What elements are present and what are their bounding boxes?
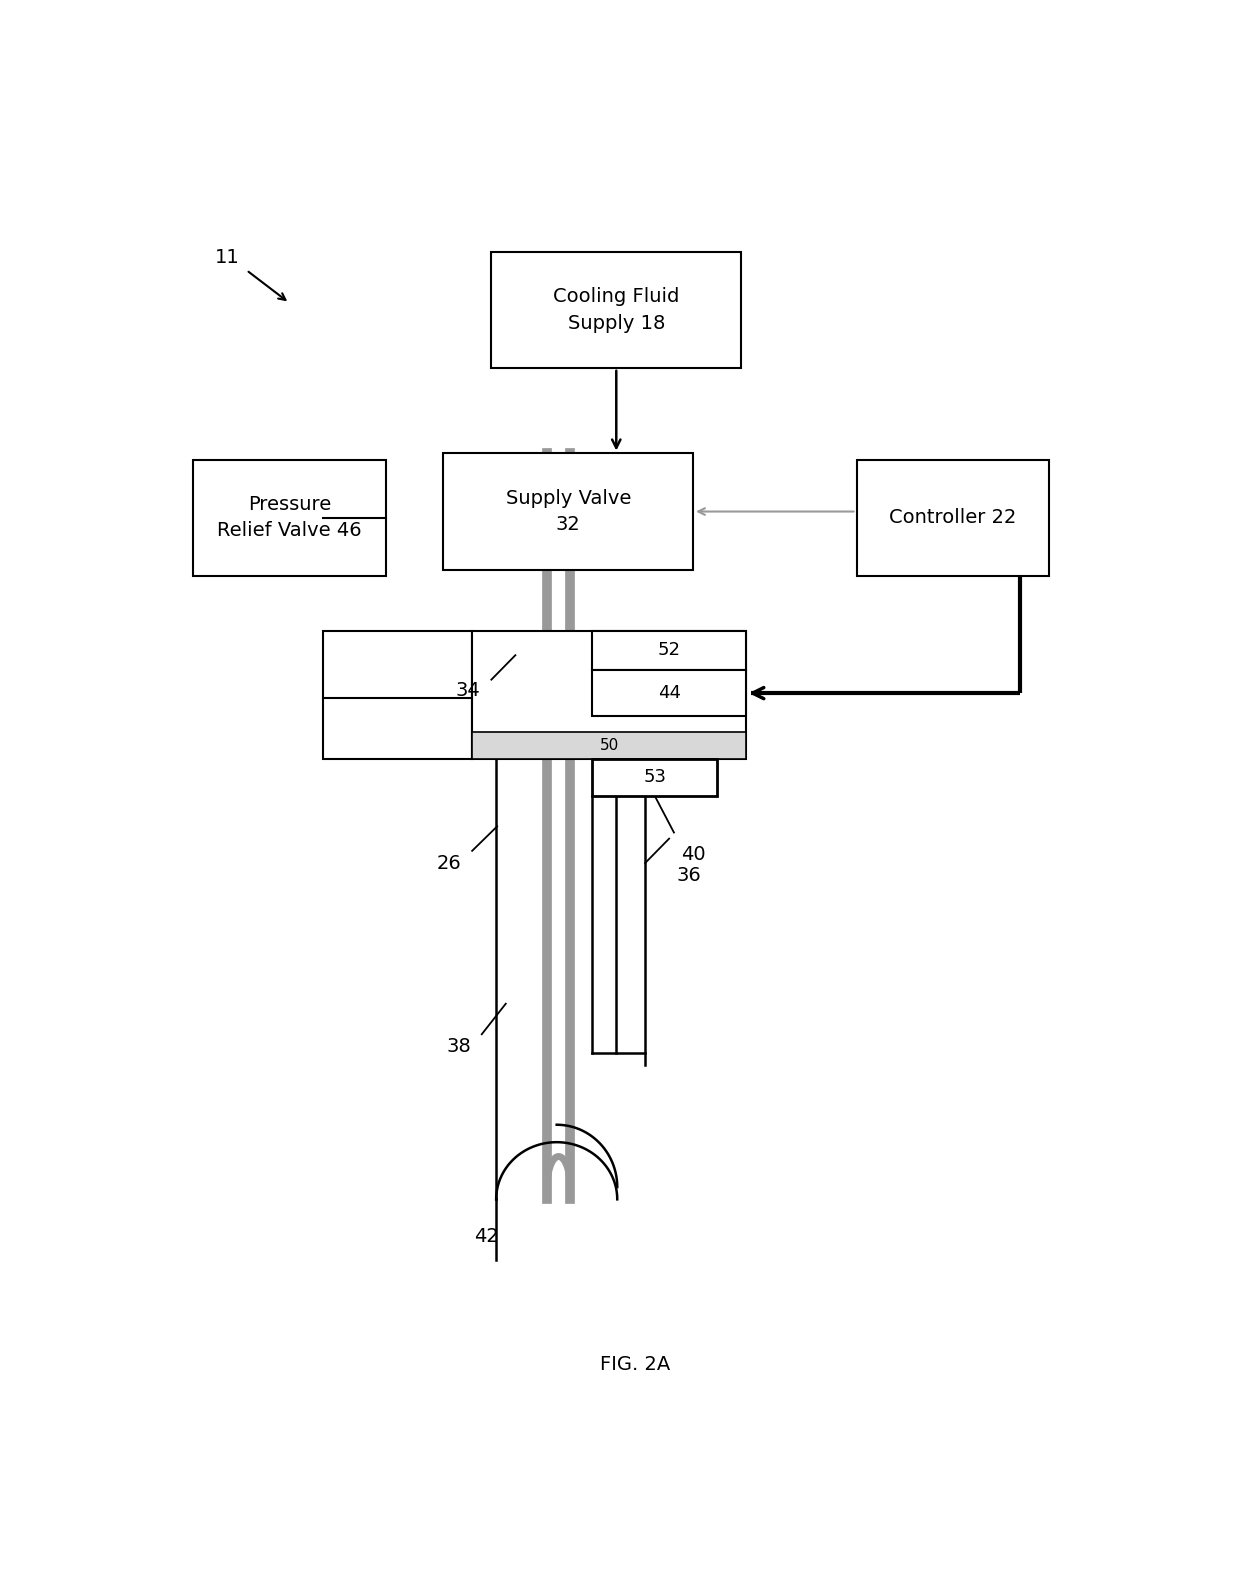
Text: 26: 26 <box>436 854 461 872</box>
Bar <box>472 732 746 759</box>
Text: 44: 44 <box>657 684 681 702</box>
Text: 34: 34 <box>456 681 481 700</box>
Bar <box>472 630 746 759</box>
Text: Supply Valve
32: Supply Valve 32 <box>506 489 631 534</box>
Bar <box>593 759 717 796</box>
Bar <box>593 630 746 670</box>
Text: 52: 52 <box>657 642 681 659</box>
Text: 42: 42 <box>474 1226 498 1245</box>
Text: FIG. 2A: FIG. 2A <box>600 1355 671 1374</box>
Text: 36: 36 <box>677 865 702 885</box>
Bar <box>857 459 1049 576</box>
Bar <box>444 454 693 570</box>
Bar <box>324 630 472 759</box>
Text: Controller 22: Controller 22 <box>889 508 1017 527</box>
Text: Pressure
Relief Valve 46: Pressure Relief Valve 46 <box>217 495 362 540</box>
Bar <box>491 252 742 368</box>
Text: 11: 11 <box>215 248 239 267</box>
Bar <box>193 459 386 576</box>
Text: 53: 53 <box>644 769 666 786</box>
Bar <box>593 670 746 716</box>
Text: 50: 50 <box>599 738 619 753</box>
Text: Cooling Fluid
Supply 18: Cooling Fluid Supply 18 <box>553 287 680 332</box>
Text: 38: 38 <box>446 1037 471 1056</box>
Text: 40: 40 <box>681 845 706 864</box>
